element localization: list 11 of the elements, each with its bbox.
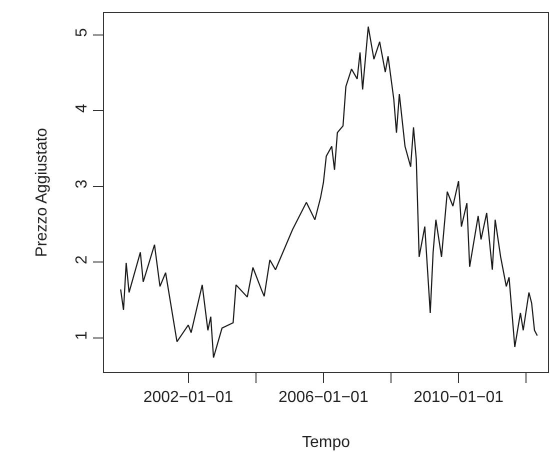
line-series (120, 26, 538, 358)
y-tick-label: 4 (74, 104, 91, 113)
y-tick-label: 1 (74, 330, 91, 340)
y-axis-title: Prezzo Aggiustato (34, 128, 50, 257)
y-tick-label: 3 (74, 179, 91, 188)
y-tick-label: 5 (74, 28, 91, 38)
x-axis-title: Tempo (302, 434, 350, 451)
x-tick-label: 2010−01−01 (414, 389, 504, 406)
x-tick-label: 2006−01−01 (278, 389, 368, 406)
y-tick-label: 2 (74, 255, 91, 264)
x-tick-label: 2002−01−01 (143, 389, 234, 406)
